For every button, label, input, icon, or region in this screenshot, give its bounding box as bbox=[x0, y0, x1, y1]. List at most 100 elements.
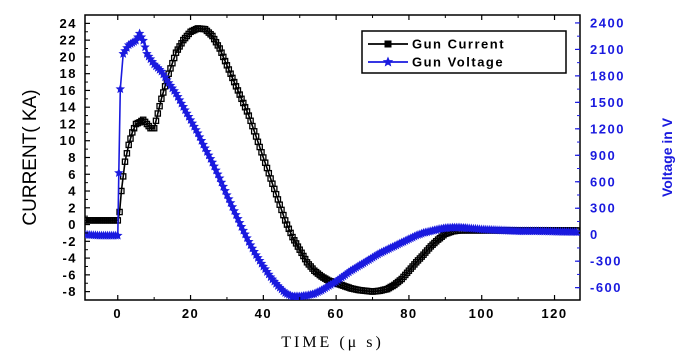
data-point bbox=[287, 229, 294, 237]
data-point bbox=[571, 227, 580, 237]
data-point bbox=[238, 95, 245, 103]
data-point bbox=[154, 110, 162, 117]
data-point bbox=[127, 135, 134, 142]
y-left-tick-label: -2 bbox=[62, 234, 77, 249]
data-point bbox=[203, 27, 211, 35]
y-right-tick-label: 1200 bbox=[590, 121, 625, 136]
data-point bbox=[233, 213, 243, 223]
y-left-tick-label: 18 bbox=[60, 66, 77, 81]
data-point bbox=[232, 83, 240, 90]
data-point bbox=[427, 243, 435, 250]
data-point bbox=[214, 173, 225, 183]
y-right-tick-label: -300 bbox=[590, 254, 622, 269]
data-point bbox=[224, 194, 234, 204]
x-tick-label: 20 bbox=[182, 306, 199, 321]
data-point bbox=[216, 45, 223, 52]
data-point bbox=[207, 31, 214, 38]
data-point bbox=[285, 225, 293, 233]
data-point bbox=[234, 87, 242, 94]
data-point bbox=[414, 257, 422, 264]
data-point bbox=[123, 150, 131, 157]
x-tick-label: 0 bbox=[113, 306, 122, 321]
data-point bbox=[225, 66, 233, 73]
y-right-tick-label: 2100 bbox=[590, 42, 625, 57]
y-right-tick-label: 300 bbox=[590, 201, 616, 216]
y-axis-right-label: Voltage in V bbox=[659, 117, 675, 197]
y-left-tick-label: 2 bbox=[68, 200, 77, 215]
data-point bbox=[396, 277, 404, 284]
y-right-tick-label: 600 bbox=[590, 174, 616, 189]
y-left-tick-label: 20 bbox=[60, 49, 77, 64]
legend-box bbox=[361, 30, 567, 74]
data-point bbox=[113, 230, 123, 240]
legend: Gun Current Gun Voltage bbox=[361, 30, 567, 74]
y-left-tick-label: 6 bbox=[68, 167, 77, 182]
legend-swatch-marker bbox=[382, 56, 394, 67]
data-point bbox=[158, 95, 165, 103]
y-left-tick-label: 24 bbox=[60, 16, 77, 31]
y-right-tick-label: 1500 bbox=[590, 95, 625, 110]
y-left-tick-label: -8 bbox=[62, 284, 77, 299]
data-point bbox=[218, 49, 225, 56]
legend-swatch-marker bbox=[384, 40, 392, 48]
data-point bbox=[161, 83, 169, 90]
x-axis-label: TIME (μ s) bbox=[281, 334, 384, 351]
y-axis-left-label: CURRENT( KA) bbox=[20, 89, 41, 225]
y-left-tick-label: -4 bbox=[62, 251, 77, 266]
data-point bbox=[150, 124, 158, 132]
data-point bbox=[129, 129, 136, 136]
data-point bbox=[201, 25, 209, 33]
data-point bbox=[116, 208, 123, 216]
data-point bbox=[138, 35, 148, 45]
data-point bbox=[114, 167, 124, 177]
data-point bbox=[240, 99, 247, 107]
data-point bbox=[121, 158, 129, 165]
data-point bbox=[152, 117, 160, 125]
data-point bbox=[160, 89, 167, 96]
legend-label: Gun Voltage bbox=[412, 55, 504, 70]
data-point bbox=[418, 253, 425, 260]
data-point bbox=[431, 239, 438, 247]
series-gun-voltage bbox=[85, 28, 580, 300]
data-point bbox=[243, 108, 251, 115]
data-point bbox=[140, 42, 150, 52]
data-point bbox=[205, 29, 213, 36]
data-point bbox=[241, 103, 249, 111]
y-left-tick-label: 22 bbox=[60, 33, 77, 48]
data-point bbox=[125, 141, 132, 149]
y-right-tick-label: 900 bbox=[590, 148, 616, 163]
data-point bbox=[242, 233, 252, 243]
x-tick-label: 60 bbox=[327, 306, 344, 321]
data-point bbox=[429, 241, 436, 248]
y-left-tick-label: 10 bbox=[60, 133, 77, 148]
y-left-tick-label: -6 bbox=[62, 267, 77, 282]
data-point bbox=[230, 78, 238, 86]
y-left-tick-label: 14 bbox=[60, 100, 77, 115]
y-left-tick-label: 8 bbox=[68, 150, 77, 165]
data-point bbox=[194, 132, 205, 142]
ticks-layer: 0 20 40 60 80 100 120-8-6-4-202468101214161820… bbox=[60, 14, 625, 321]
y-right-tick-label: -600 bbox=[590, 280, 622, 295]
data-point bbox=[416, 255, 424, 262]
data-point bbox=[229, 74, 236, 82]
legend-label: Gun Current bbox=[412, 37, 505, 52]
y-left-tick-label: 0 bbox=[68, 217, 77, 232]
data-point bbox=[221, 57, 229, 65]
y-left-tick-label: 12 bbox=[60, 116, 77, 131]
data-point bbox=[115, 84, 126, 94]
y-right-tick-label: 1800 bbox=[590, 68, 625, 83]
y-left-tick-label: 4 bbox=[68, 184, 77, 199]
data-point bbox=[236, 91, 243, 98]
x-tick-label: 120 bbox=[541, 306, 567, 321]
data-point bbox=[412, 259, 420, 266]
series-layer bbox=[85, 25, 580, 300]
data-point bbox=[220, 53, 227, 61]
y-right-tick-label: 2400 bbox=[590, 15, 625, 30]
data-point bbox=[196, 135, 207, 145]
data-point bbox=[156, 102, 163, 110]
data-point bbox=[119, 173, 127, 180]
x-tick-label: 100 bbox=[469, 306, 495, 321]
data-point bbox=[283, 221, 291, 228]
x-tick-label: 80 bbox=[400, 306, 417, 321]
